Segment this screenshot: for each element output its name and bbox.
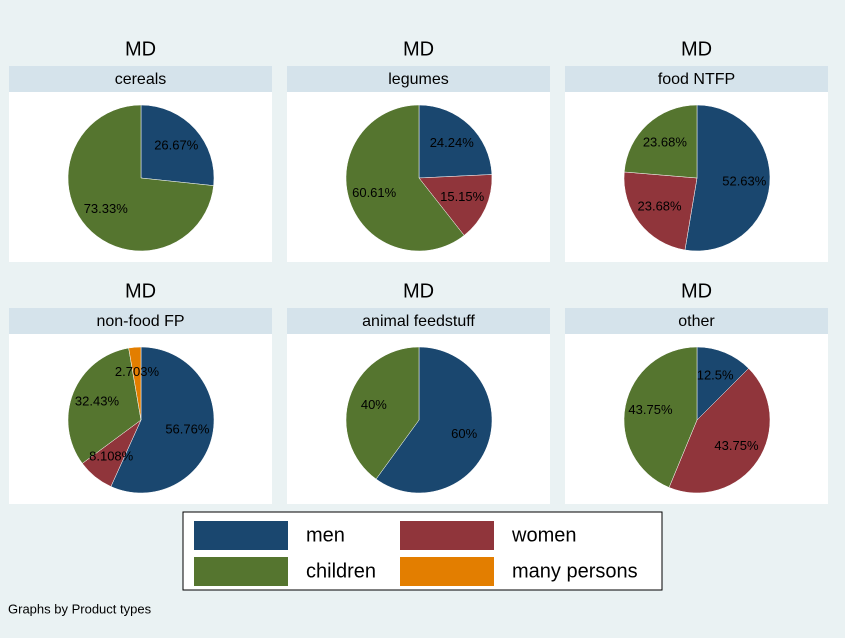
panel-title: MD [403,38,434,60]
subtitle-bar [9,66,272,92]
slice-label: 43.75% [714,438,759,453]
pie-slice [418,104,493,179]
pie-slice [67,347,142,464]
pie-slice [668,368,771,494]
panel-subtitle: animal feedstuff [362,313,475,330]
slice-label: 73.33% [84,201,129,216]
slice-label: 23.68% [638,199,683,214]
pie-slice [623,346,698,488]
subtitle-bar [565,308,828,334]
slice-label: 60.61% [352,185,397,200]
panel-subtitle: other [678,313,715,330]
pie-slice [696,346,749,421]
subtitle-bar [9,308,272,334]
legend-swatch [194,521,288,550]
panel-title: MD [125,38,156,60]
pie-slice [345,104,465,252]
pie-slice [418,174,493,236]
legend-swatch [400,521,494,550]
slice-label: 43.75% [628,402,673,417]
note: Graphs by Product types [8,601,152,616]
pie-slice [140,104,215,186]
pie-slice [128,346,142,421]
panel-subtitle: non-food FP [96,313,184,330]
slice-label: 23.68% [643,135,688,150]
pie-slice [623,104,698,179]
panel-title: MD [125,280,156,302]
panel-title: MD [681,38,712,60]
pie-slice [375,346,493,494]
subtitle-bar [287,66,550,92]
slice-label: 12.5% [697,368,734,383]
legend-label: women [511,524,576,546]
slice-label: 2.703% [115,364,160,379]
panel-title: MD [403,280,434,302]
legend-label: men [306,524,345,546]
slice-label: 40% [361,397,387,412]
legend-label: many persons [512,560,638,582]
slice-label: 60% [451,426,477,441]
pie-slice [684,104,771,252]
pie-slice [623,171,698,251]
pie-slice [110,346,215,494]
slice-label: 24.24% [430,135,475,150]
slice-label: 56.76% [165,421,210,436]
legend-swatch [400,557,494,586]
slice-label: 8.108% [89,448,134,463]
legend-label: children [306,560,376,582]
pie-slice [67,104,214,252]
slice-label: 26.67% [154,138,199,153]
panel-subtitle: cereals [115,71,167,88]
panel-title: MD [681,280,712,302]
legend-swatch [194,557,288,586]
slice-label: 15.15% [440,189,485,204]
panel-subtitle: food NTFP [658,71,735,88]
pie-slice [345,346,420,480]
subtitle-bar [565,66,828,92]
slice-label: 52.63% [722,173,767,188]
panel-subtitle: legumes [388,71,448,88]
slice-label: 32.43% [75,394,120,409]
subtitle-bar [287,308,550,334]
